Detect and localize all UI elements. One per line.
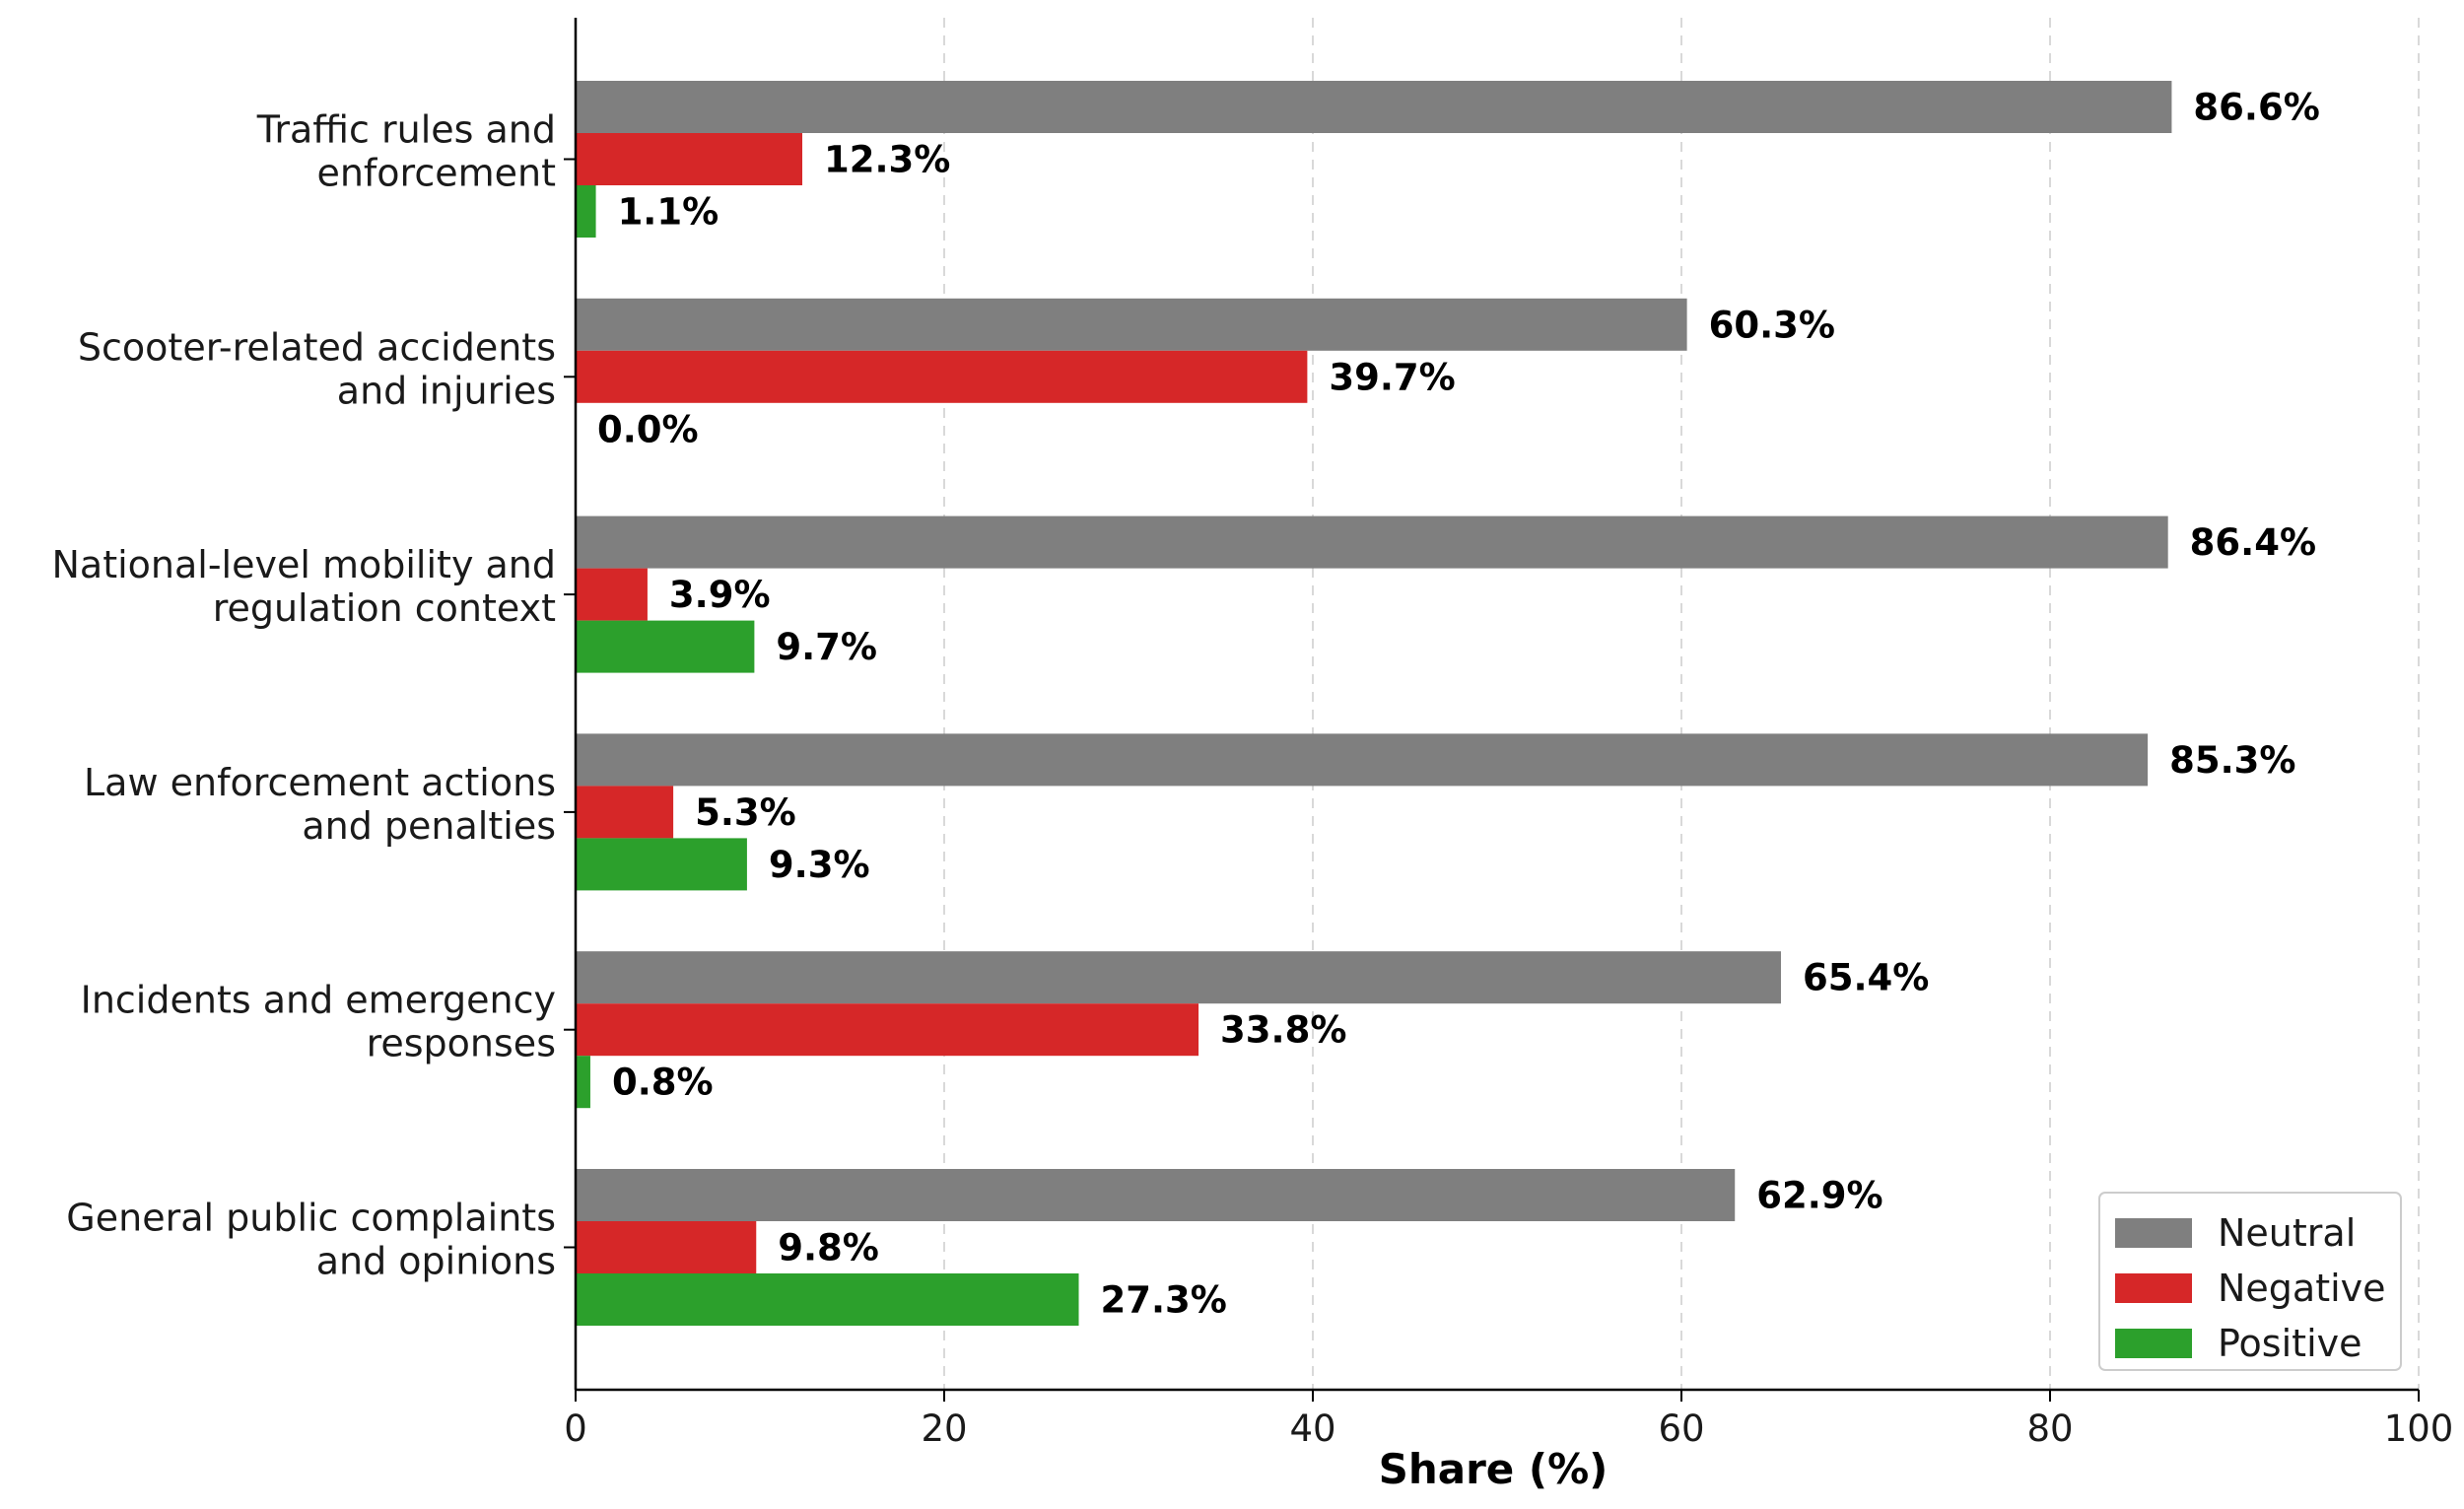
bar-label-positive-5: 27.3% <box>1101 1279 1227 1322</box>
bar-negative-2 <box>576 568 648 621</box>
bar-negative-0 <box>576 133 803 185</box>
axes <box>564 18 2420 1402</box>
legend: Neutral Negative Positive <box>2098 1192 2402 1371</box>
bar-label-positive-0: 1.1% <box>618 191 719 234</box>
bar-label-neutral-2: 86.4% <box>2190 521 2316 564</box>
category-label-3-line-0: Law enforcement actions <box>84 761 556 804</box>
category-label-1-line-0: Scooter-related accidents <box>78 325 556 369</box>
bar-label-negative-2: 3.9% <box>669 574 771 616</box>
bar-positive-0 <box>576 185 596 238</box>
labels: 86.6% 12.3% 1.1% Traffic rules andenforceme… <box>51 87 2453 1451</box>
bar-negative-5 <box>576 1221 757 1273</box>
category-label-0-line-1: enforcement <box>316 152 556 195</box>
bar-positive-4 <box>576 1056 590 1109</box>
x-tick-label-20: 20 <box>921 1407 967 1450</box>
category-label-2-line-0: National-level mobility and <box>51 543 556 586</box>
category-label-2-line-1: regulation context <box>213 586 556 630</box>
bar-negative-4 <box>576 1003 1199 1057</box>
bar-label-negative-1: 39.7% <box>1329 356 1455 398</box>
category-label-5-line-0: General public complaints <box>66 1197 556 1240</box>
bars <box>576 81 2172 1326</box>
bar-label-negative-4: 33.8% <box>1220 1009 1346 1052</box>
x-tick-label-0: 0 <box>564 1407 587 1450</box>
category-label-1-line-1: and injuries <box>337 369 556 412</box>
bar-label-positive-3: 9.3% <box>769 844 870 886</box>
category-label-0-line-0: Traffic rules and <box>256 108 556 152</box>
bar-positive-5 <box>576 1273 1079 1326</box>
bar-neutral-1 <box>576 298 1687 351</box>
x-tick-label-80: 80 <box>2026 1407 2073 1450</box>
bar-neutral-3 <box>576 733 2149 787</box>
category-label-4-line-0: Incidents and emergency <box>81 979 556 1022</box>
bar-negative-1 <box>576 350 1308 403</box>
legend-swatch-neutral <box>2115 1218 2192 1248</box>
bar-label-negative-5: 9.8% <box>778 1227 879 1269</box>
x-axis-title: Share (%) <box>1379 1445 1608 1493</box>
bar-label-negative-0: 12.3% <box>824 139 950 181</box>
legend-label-negative: Negative <box>2218 1267 2386 1310</box>
bar-label-neutral-1: 60.3% <box>1709 304 1835 346</box>
bar-label-positive-4: 0.8% <box>612 1062 714 1104</box>
category-label-3-line-1: and penalties <box>302 804 556 848</box>
bar-neutral-2 <box>576 515 2168 569</box>
category-label-4-line-1: responses <box>367 1022 556 1065</box>
category-label-5-line-1: and opinions <box>316 1240 556 1283</box>
legend-label-positive: Positive <box>2218 1322 2362 1365</box>
x-tick-label-60: 60 <box>1658 1407 1704 1450</box>
bar-label-negative-3: 5.3% <box>695 791 796 834</box>
bar-label-neutral-5: 62.9% <box>1756 1175 1882 1217</box>
bar-label-positive-1: 0.0% <box>597 408 699 450</box>
x-tick-label-100: 100 <box>2384 1407 2454 1450</box>
bar-neutral-5 <box>576 1169 1736 1221</box>
bar-negative-3 <box>576 786 674 839</box>
bar-positive-3 <box>576 838 747 891</box>
x-tick-label-40: 40 <box>1289 1407 1335 1450</box>
bar-label-neutral-0: 86.6% <box>2193 87 2319 129</box>
legend-swatch-positive <box>2115 1329 2192 1358</box>
bar-label-neutral-3: 85.3% <box>2169 739 2295 782</box>
bar-neutral-4 <box>576 951 1781 1004</box>
bar-label-neutral-4: 65.4% <box>1803 957 1929 999</box>
legend-label-neutral: Neutral <box>2218 1211 2356 1255</box>
grid-lines <box>943 18 2420 1390</box>
bar-label-positive-2: 9.7% <box>776 626 877 668</box>
legend-swatch-negative <box>2115 1273 2192 1303</box>
bar-neutral-0 <box>576 81 2172 133</box>
bar-positive-2 <box>576 620 755 673</box>
